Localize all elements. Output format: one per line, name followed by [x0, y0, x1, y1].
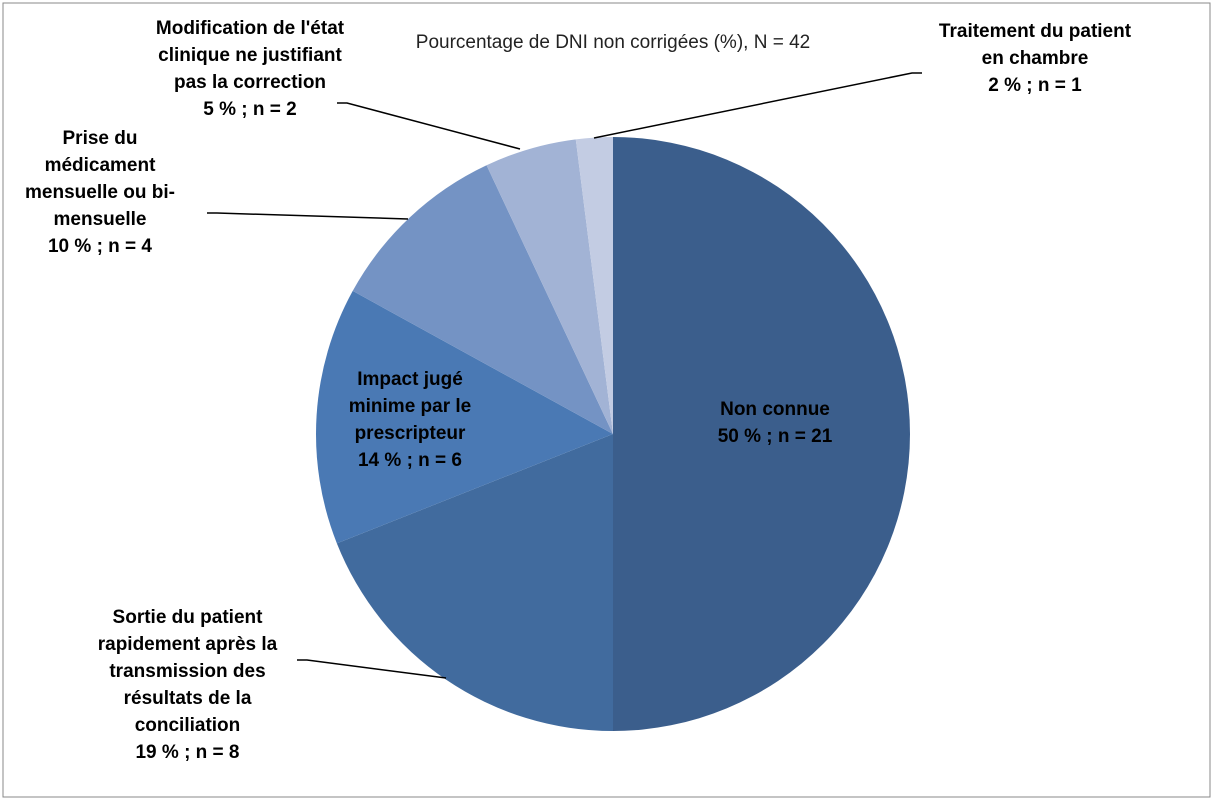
category-label: Modification de l'état clinique ne justi… [155, 18, 345, 93]
category-label: Non connue [720, 399, 830, 420]
value-label: 14 % ; n = 6 [357, 450, 463, 471]
slice-label: Sortie du patient rapidement après la tr… [75, 604, 300, 766]
slice-label: Traitement du patient en chambre 2 % ; n … [935, 18, 1135, 99]
leader-line [337, 102, 521, 150]
leader-line [207, 212, 409, 220]
value-label: 10 % ; n = 4 [47, 236, 153, 257]
pie-slice [316, 290, 613, 544]
slice-label: Non connue 50 % ; n = 21 [675, 396, 875, 450]
pie-slice [613, 137, 910, 731]
category-label: Impact jugé minime par le prescripteur [348, 369, 472, 444]
category-label: Traitement du patient en chambre [938, 21, 1132, 69]
pie-slice [575, 137, 613, 434]
value-label: 19 % ; n = 8 [135, 742, 240, 763]
pie-slice [336, 434, 613, 731]
chart-title: Pourcentage de DNI non corrigées (%), N … [415, 32, 811, 53]
leader-line [297, 659, 447, 679]
pie-slice [486, 139, 613, 435]
slice-label: Impact jugé minime par le prescripteur 14… [325, 366, 495, 474]
slice-label: Modification de l'état clinique ne justi… [150, 15, 350, 123]
category-label: Prise du médicament mensuelle ou bi-mens… [25, 128, 175, 230]
pie-slice [352, 165, 613, 435]
category-label: Sortie du patient rapidement après la tr… [97, 607, 278, 736]
slice-label: Prise du médicament mensuelle ou bi-mens… [10, 125, 190, 260]
value-label: 5 % ; n = 2 [203, 99, 297, 120]
value-label: 50 % ; n = 21 [717, 426, 833, 447]
leader-line [593, 72, 922, 139]
value-label: 2 % ; n = 1 [988, 75, 1082, 96]
